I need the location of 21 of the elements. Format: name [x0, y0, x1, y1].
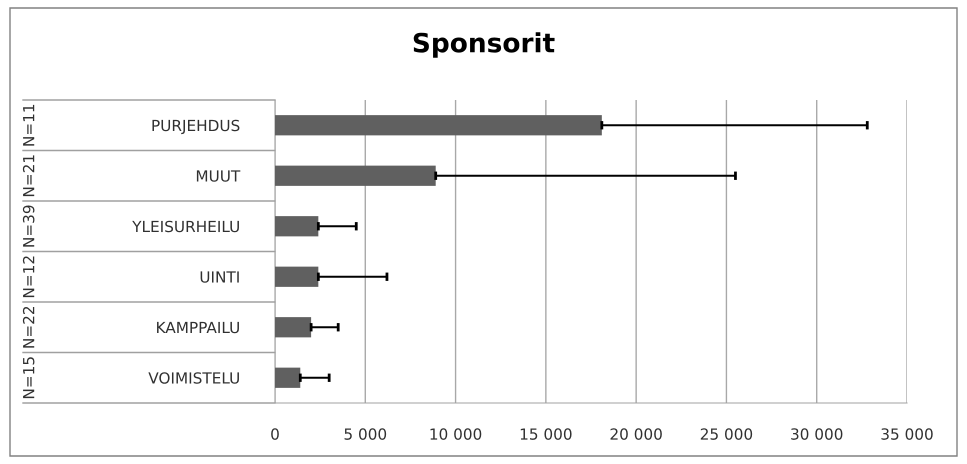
x-tick-label: 10 000: [430, 428, 482, 440]
text: N=11: [23, 104, 34, 146]
y-tick-label: VOIMISTELU: [148, 372, 239, 384]
text: N=22: [22, 306, 34, 348]
text: N=12: [22, 256, 34, 298]
x-tick-label: 35 000: [881, 428, 933, 440]
chart-title: Sponsorit: [414, 32, 555, 58]
y-tick-label: MUUT: [196, 170, 240, 182]
x-tick-label: 5 000: [344, 428, 386, 440]
x-tick-label: 25 000: [700, 428, 752, 440]
text: N=39: [22, 205, 34, 247]
y-tick-label: YLEISURHEILU: [132, 220, 239, 232]
x-tick-label: 15 000: [520, 428, 572, 440]
x-tick-label: 30 000: [791, 428, 842, 440]
y-tick-label: UINTI: [200, 271, 239, 283]
text: N=21: [22, 155, 34, 196]
y-tick-label: KAMPPAILU: [157, 322, 239, 334]
text: N=15: [23, 357, 34, 398]
x-tick-label: 20 000: [610, 428, 662, 440]
y-tick-label: PURJEHDUS: [152, 120, 240, 134]
x-tick-label: 0: [271, 428, 279, 440]
